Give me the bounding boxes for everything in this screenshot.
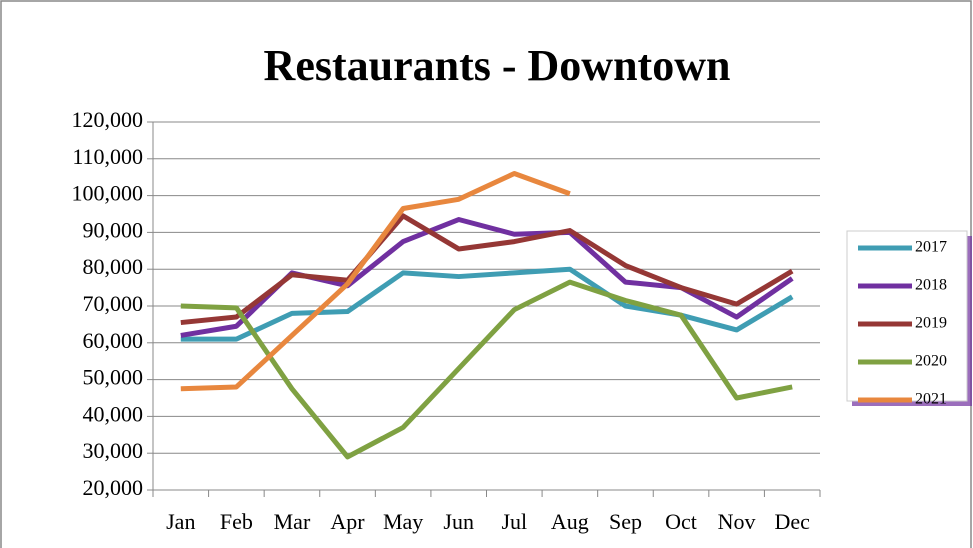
x-tick-label: Jun (443, 509, 474, 534)
legend-label: 2020 (915, 353, 947, 370)
legend-box (846, 230, 968, 402)
chart-title: Restaurants - Downtown (264, 41, 731, 90)
y-tick-label: 20,000 (83, 475, 144, 500)
x-tick-label: Sep (609, 509, 642, 534)
y-tick-label: 30,000 (83, 438, 144, 463)
x-tick-label: Apr (330, 509, 365, 534)
x-tick-label: Feb (220, 509, 253, 534)
y-tick-label: 110,000 (72, 144, 143, 169)
x-tick-label: Aug (551, 509, 589, 534)
series-line (180, 213, 794, 326)
x-tick-label: Dec (774, 509, 810, 534)
series-line (180, 279, 793, 460)
legend-label: 2019 (915, 315, 947, 332)
series-line (180, 171, 571, 392)
y-tick-label: 80,000 (83, 254, 144, 279)
legend-label: 2018 (915, 277, 947, 294)
y-tick-label: 60,000 (83, 328, 144, 353)
y-tick-label: 70,000 (83, 291, 144, 316)
x-tick-label: Jan (166, 509, 195, 534)
x-tick-label: Oct (665, 509, 697, 534)
y-tick-label: 90,000 (83, 217, 144, 242)
x-tick-label: Nov (718, 509, 756, 534)
x-tick-label: Jul (501, 509, 527, 534)
series-line (180, 266, 794, 342)
legend-label: 2017 (915, 239, 947, 256)
legend-label: 2021 (915, 391, 947, 408)
y-tick-label: 120,000 (72, 107, 144, 132)
y-tick-label: 100,000 (72, 181, 144, 206)
y-tick-label: 40,000 (83, 401, 144, 426)
x-tick-label: May (383, 509, 423, 534)
x-tick-label: Mar (274, 509, 311, 534)
y-tick-label: 50,000 (83, 365, 144, 390)
